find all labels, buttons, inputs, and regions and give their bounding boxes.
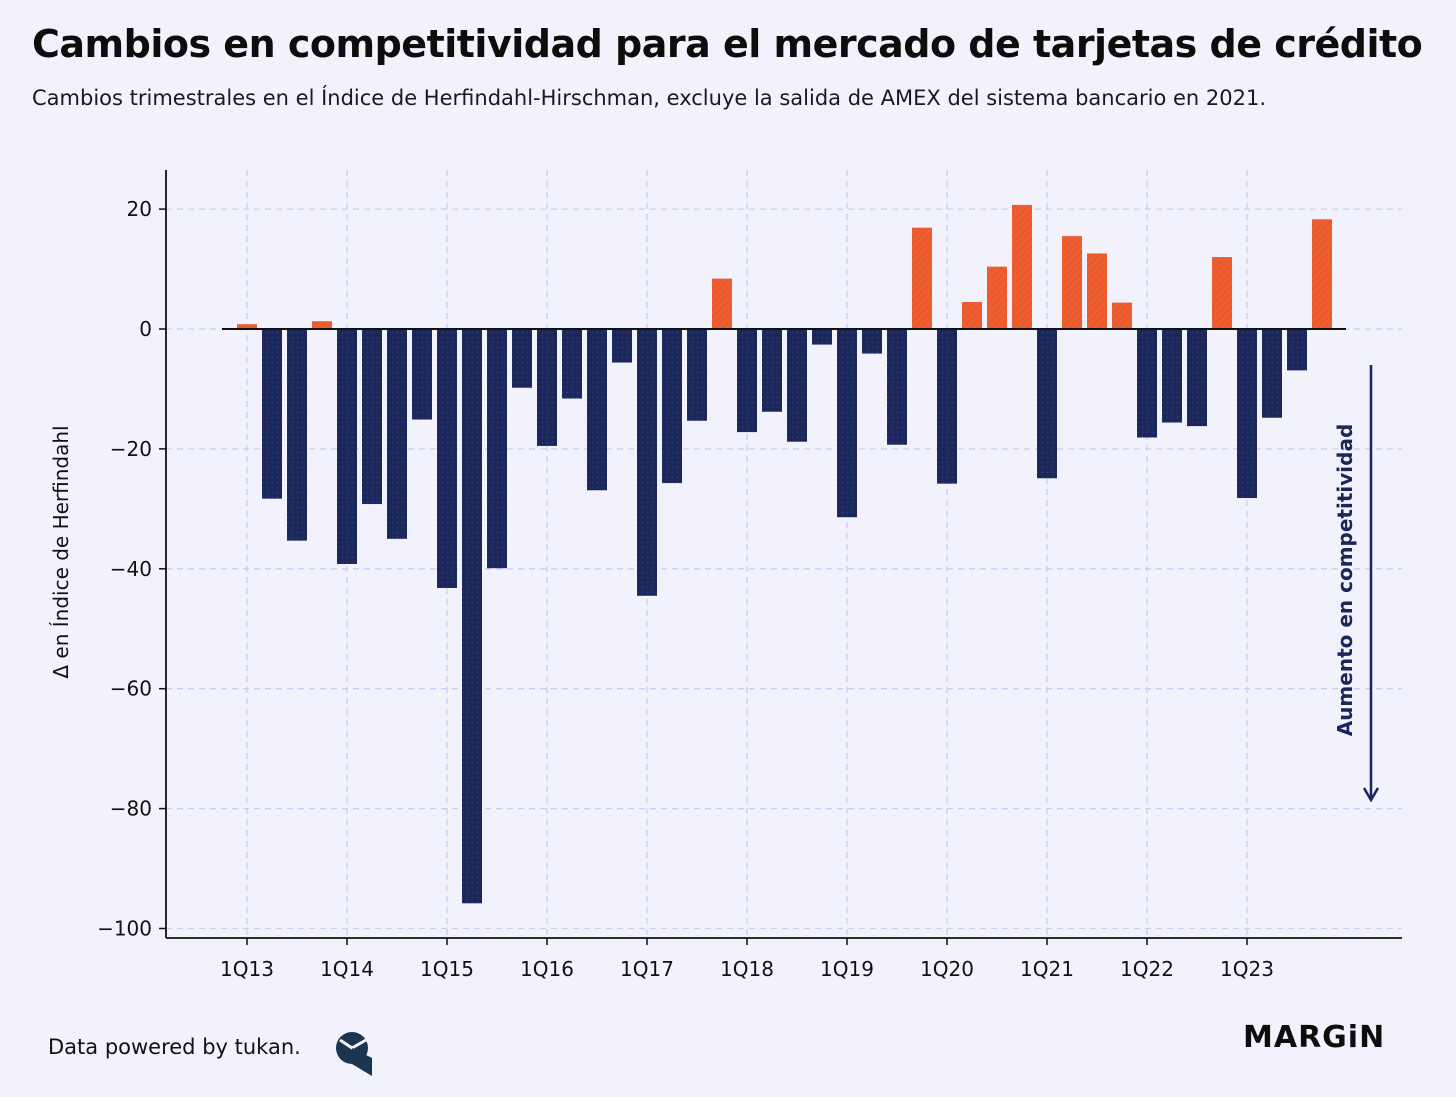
bar-negative: [787, 329, 807, 442]
bar-negative: [387, 329, 407, 539]
chart-subtitle: Cambios trimestrales en el Índice de Her…: [32, 86, 1267, 110]
data-credit: Data powered by tukan.: [48, 1035, 301, 1059]
margin-logo: MARGiN: [1243, 1020, 1386, 1055]
x-tick-label: 1Q21: [1020, 957, 1074, 981]
bar-positive: [237, 324, 257, 329]
y-tick-label: −100: [97, 917, 152, 941]
bar-negative: [362, 329, 382, 505]
bar-negative: [287, 329, 307, 541]
x-tick-label: 1Q19: [820, 957, 874, 981]
bar-negative: [487, 329, 507, 569]
bar-positive: [1087, 253, 1107, 329]
bar-negative: [1187, 329, 1207, 427]
annotation-label: Aumento en competitividad: [1333, 424, 1357, 737]
bar-negative: [1162, 329, 1182, 423]
bar-negative: [687, 329, 707, 421]
bar-negative: [437, 329, 457, 588]
bar-negative: [1237, 329, 1257, 499]
x-tick-label: 1Q18: [720, 957, 774, 981]
bar-negative: [887, 329, 907, 445]
bar-negative: [337, 329, 357, 565]
bar-negative: [937, 329, 957, 484]
competitiveness-annotation: Aumento en competitividad: [1333, 365, 1380, 803]
bar-positive: [962, 302, 982, 329]
bar-negative: [537, 329, 557, 446]
bar-negative: [637, 329, 657, 596]
y-tick-label: −20: [110, 437, 152, 461]
y-axis-label: Δ en Índice de Herfindahl: [49, 425, 73, 678]
x-tick-label: 1Q22: [1120, 957, 1174, 981]
bar-negative: [662, 329, 682, 484]
axes: 20 0 −20 −40 −60 −80 −100 1Q13 1Q14 1Q15 1Q16 1Q17 1…: [97, 170, 1402, 981]
bar-negative: [1262, 329, 1282, 418]
bar-positive: [312, 321, 332, 329]
x-tick-label: 1Q23: [1220, 957, 1274, 981]
x-tick-label: 1Q16: [520, 957, 574, 981]
bar-positive: [1312, 219, 1332, 329]
bar-positive: [1012, 204, 1032, 329]
bars: [237, 204, 1332, 904]
y-tick-label: −40: [110, 557, 152, 581]
bar-negative: [812, 329, 832, 345]
bar-negative: [412, 329, 432, 420]
bar-negative: [1137, 329, 1157, 438]
bar-negative: [1037, 329, 1057, 479]
bar-positive: [912, 227, 932, 329]
bar-negative: [837, 329, 857, 518]
bar-negative: [1287, 329, 1307, 371]
bar-negative: [862, 329, 882, 354]
y-tick-label: 20: [127, 197, 152, 221]
arrow-head-icon: [1362, 787, 1380, 803]
y-tick-label: 0: [139, 317, 152, 341]
bar-positive: [1062, 236, 1082, 329]
x-tick-label: 1Q14: [320, 957, 374, 981]
bar-negative: [462, 329, 482, 904]
bar-positive: [987, 266, 1007, 329]
bar-negative: [612, 329, 632, 363]
bar-positive: [1112, 302, 1132, 329]
bar-negative: [762, 329, 782, 412]
bar-negative: [587, 329, 607, 491]
bar-negative: [512, 329, 532, 388]
y-tick-label: −60: [110, 677, 152, 701]
bar-positive: [712, 278, 732, 329]
x-tick-label: 1Q15: [420, 957, 474, 981]
bar-negative: [737, 329, 757, 433]
x-tick-label: 1Q13: [220, 957, 274, 981]
x-tick-label: 1Q17: [620, 957, 674, 981]
bar-positive: [1212, 257, 1232, 329]
chart-title: Cambios en competitividad para el mercad…: [32, 22, 1423, 66]
bar-negative: [562, 329, 582, 399]
x-tick-label: 1Q20: [920, 957, 974, 981]
tukan-logo-icon: [336, 1032, 372, 1076]
bar-negative: [262, 329, 282, 499]
y-tick-label: −80: [110, 797, 152, 821]
